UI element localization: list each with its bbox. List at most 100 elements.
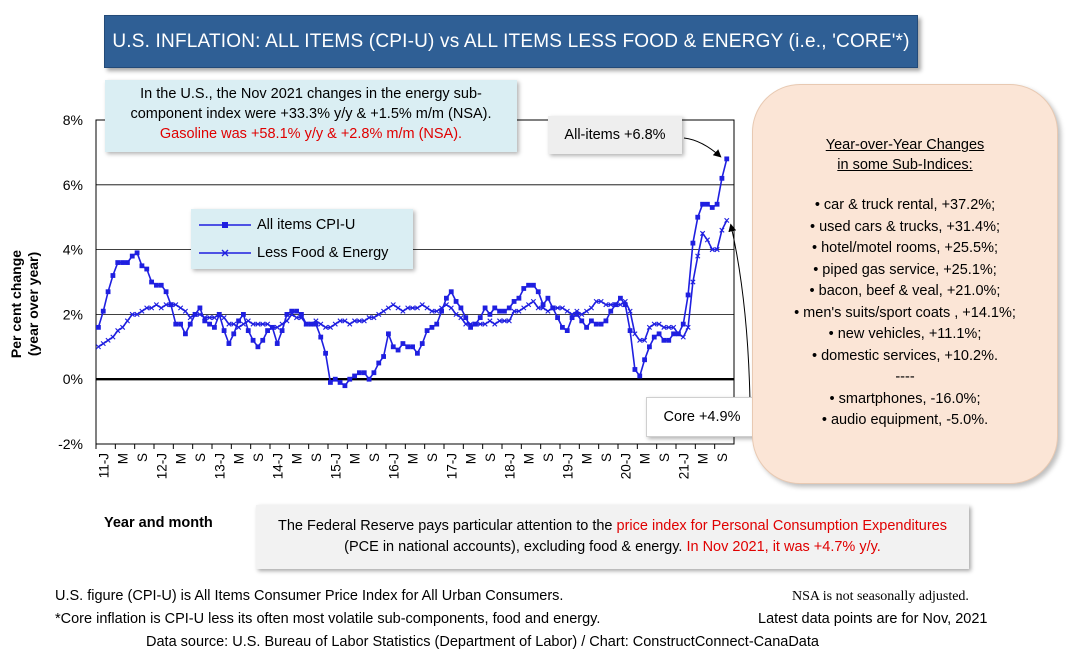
data-point-cpi	[540, 302, 546, 308]
data-point-cpi	[719, 175, 725, 181]
x-tick-label: 11-J	[96, 453, 111, 478]
data-point-core	[129, 311, 135, 317]
data-point-cpi	[511, 299, 517, 304]
data-point-core	[366, 315, 372, 321]
data-point-core	[492, 321, 498, 327]
data-point-core	[463, 321, 469, 327]
data-point-core	[119, 324, 126, 330]
x-tick-label: 18-J	[502, 453, 517, 479]
energy-note-line2: component index were +33.3% y/y & +1.5% …	[130, 106, 492, 122]
data-point-cpi	[178, 321, 183, 327]
x-tick-label: S	[715, 453, 730, 462]
data-point-cpi	[700, 201, 705, 207]
data-point-core	[569, 311, 575, 317]
data-point-core	[148, 305, 155, 311]
x-tick-label: S	[599, 453, 614, 462]
data-point-core	[124, 318, 131, 324]
data-point-cpi	[395, 347, 401, 353]
data-point-core	[405, 305, 411, 311]
data-point-cpi	[434, 321, 440, 327]
data-point-core	[550, 305, 556, 311]
data-point-cpi	[463, 315, 469, 321]
data-point-core	[255, 321, 261, 327]
data-point-cpi	[342, 383, 348, 389]
data-point-core	[646, 324, 653, 330]
data-point-cpi	[294, 308, 299, 314]
data-point-core	[95, 344, 102, 350]
data-point-core	[516, 308, 522, 314]
data-point-cpi	[115, 260, 121, 265]
data-point-core	[158, 305, 164, 311]
data-point-core	[245, 318, 251, 324]
data-point-core	[414, 305, 421, 311]
data-point-cpi	[260, 337, 266, 343]
data-point-core	[617, 302, 624, 308]
data-point-cpi	[593, 321, 599, 327]
data-point-core	[289, 311, 295, 317]
sub-index-item: • bacon, beef & veal, +21.0%;	[809, 283, 1001, 299]
x-tick-label: 19-J	[560, 453, 575, 479]
data-point-cpi	[231, 331, 237, 337]
gasoline-note: Gasoline was +58.1% y/y & +2.8% m/m (NSA…	[159, 126, 463, 142]
data-point-core	[293, 315, 300, 321]
sub-index-item: • men's suits/sport coats , +14.1%;	[794, 304, 1016, 321]
data-point-cpi	[598, 321, 604, 327]
data-point-cpi	[120, 260, 125, 265]
data-point-core	[429, 308, 435, 314]
x-tick-label: S	[193, 453, 208, 462]
data-point-cpi	[241, 312, 246, 317]
data-point-cpi	[173, 321, 179, 327]
sub-index-item: • domestic services, +10.2%.	[811, 347, 998, 364]
sub-indices-heading-line1: Year-over-Year Changes	[825, 137, 985, 153]
data-point-core	[347, 321, 353, 327]
data-point-cpi	[526, 282, 531, 288]
data-point-core	[438, 305, 445, 311]
data-point-cpi	[212, 324, 217, 330]
data-point-core	[308, 321, 314, 327]
data-point-cpi	[521, 286, 527, 291]
y-tick-label: 4%	[63, 242, 83, 258]
data-point-core	[603, 302, 609, 308]
data-point-cpi	[424, 328, 430, 333]
data-point-cpi	[125, 260, 130, 265]
data-point-cpi	[163, 289, 169, 295]
data-point-cpi	[158, 282, 164, 288]
data-point-core	[231, 321, 237, 327]
data-point-cpi	[284, 312, 290, 317]
data-point-cpi	[705, 201, 710, 207]
data-point-core	[559, 305, 566, 311]
data-point-cpi	[560, 324, 565, 330]
data-point-core	[221, 315, 227, 321]
sub-index-item: • used cars & trucks, +31.4%;	[809, 218, 1001, 235]
x-tick-label: S	[657, 453, 672, 462]
data-point-core	[274, 324, 280, 330]
y-tick-label: 2%	[63, 306, 83, 322]
data-point-cpi	[656, 331, 662, 337]
fed-note-pce: price index for Personal Consumption Exp…	[616, 518, 947, 534]
sub-index-item: • smartphones, -16.0%;	[829, 390, 981, 407]
data-point-core	[337, 318, 343, 324]
data-point-cpi	[183, 331, 188, 337]
data-point-cpi	[637, 373, 643, 379]
data-point-cpi	[535, 289, 541, 295]
sub-index-item: ----	[895, 369, 915, 385]
data-point-cpi	[608, 308, 614, 314]
data-point-cpi	[134, 250, 140, 256]
data-point-cpi	[245, 328, 251, 333]
data-point-cpi	[429, 324, 435, 330]
data-point-core	[163, 302, 169, 308]
data-point-core	[627, 308, 633, 314]
data-point-cpi	[279, 328, 285, 333]
data-point-core	[612, 302, 619, 308]
data-point-cpi	[680, 321, 686, 327]
data-point-core	[134, 311, 140, 317]
data-point-core	[351, 318, 358, 324]
data-point-cpi	[197, 305, 203, 311]
data-point-cpi	[695, 214, 701, 220]
sub-index-item: • piped gas service, +25.1%;	[813, 261, 997, 278]
data-point-cpi	[323, 350, 328, 356]
data-point-cpi	[207, 321, 212, 327]
data-point-core	[670, 324, 677, 330]
data-point-core	[637, 337, 643, 343]
data-point-cpi	[400, 341, 406, 346]
